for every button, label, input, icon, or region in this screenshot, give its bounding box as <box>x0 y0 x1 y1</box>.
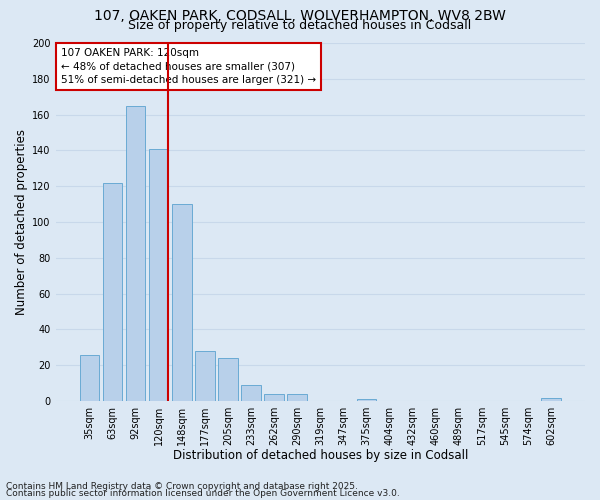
Bar <box>172 204 191 401</box>
Text: Contains HM Land Registry data © Crown copyright and database right 2025.: Contains HM Land Registry data © Crown c… <box>6 482 358 491</box>
Y-axis label: Number of detached properties: Number of detached properties <box>15 129 28 315</box>
Text: 107 OAKEN PARK: 120sqm
← 48% of detached houses are smaller (307)
51% of semi-de: 107 OAKEN PARK: 120sqm ← 48% of detached… <box>61 48 316 85</box>
Text: 107, OAKEN PARK, CODSALL, WOLVERHAMPTON, WV8 2BW: 107, OAKEN PARK, CODSALL, WOLVERHAMPTON,… <box>94 9 506 23</box>
Bar <box>149 148 169 401</box>
Bar <box>541 398 561 401</box>
Text: Contains public sector information licensed under the Open Government Licence v3: Contains public sector information licen… <box>6 490 400 498</box>
Bar <box>195 351 215 401</box>
Bar <box>218 358 238 401</box>
Bar <box>241 385 261 401</box>
Bar <box>287 394 307 401</box>
Bar <box>103 182 122 401</box>
Bar <box>126 106 145 401</box>
Bar <box>80 354 99 401</box>
X-axis label: Distribution of detached houses by size in Codsall: Distribution of detached houses by size … <box>173 450 468 462</box>
Text: Size of property relative to detached houses in Codsall: Size of property relative to detached ho… <box>128 19 472 32</box>
Bar <box>264 394 284 401</box>
Bar <box>356 400 376 401</box>
